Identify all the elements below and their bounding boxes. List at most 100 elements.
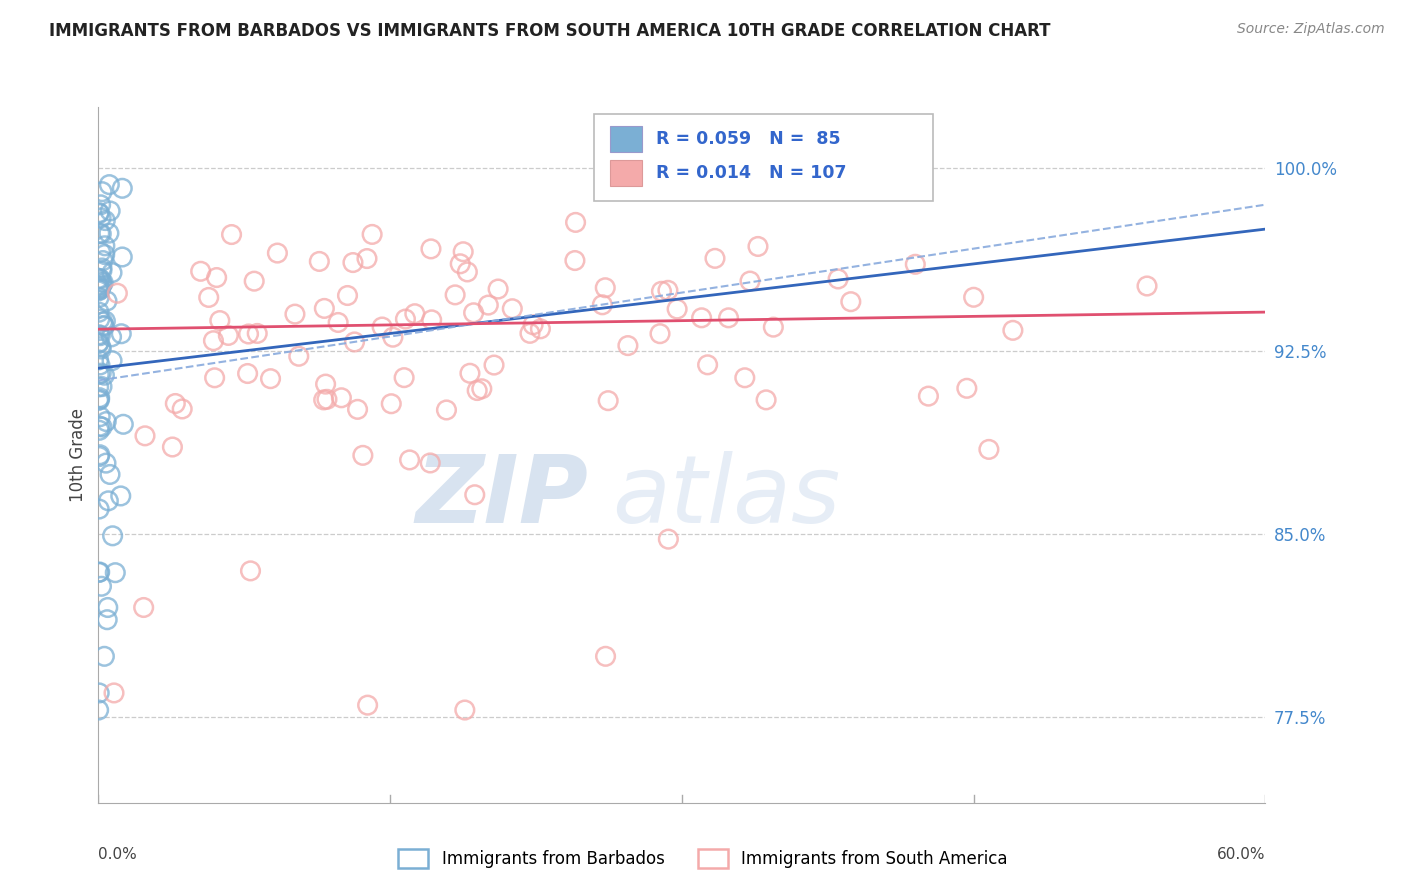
- Point: [101, 529, 124, 543]
- Point: [91, 277, 114, 292]
- Point: [205, 270, 228, 285]
- Point: [356, 252, 378, 266]
- Point: [371, 320, 394, 334]
- Point: [112, 417, 135, 432]
- Legend: Immigrants from Barbados, Immigrants from South America: Immigrants from Barbados, Immigrants fro…: [392, 842, 1014, 875]
- Point: [246, 326, 269, 341]
- Point: [977, 442, 1000, 457]
- Point: [717, 310, 740, 325]
- Point: [87, 380, 110, 394]
- Point: [449, 257, 471, 271]
- Point: [361, 227, 384, 242]
- Point: [336, 288, 359, 302]
- Text: IMMIGRANTS FROM BARBADOS VS IMMIGRANTS FROM SOUTH AMERICA 10TH GRADE CORRELATION: IMMIGRANTS FROM BARBADOS VS IMMIGRANTS F…: [49, 22, 1050, 40]
- Point: [89, 312, 111, 326]
- Point: [110, 326, 132, 341]
- Point: [89, 450, 111, 464]
- Point: [93, 319, 115, 334]
- Point: [90, 579, 112, 593]
- Point: [284, 307, 307, 321]
- Point: [98, 467, 121, 482]
- Point: [522, 318, 544, 332]
- Point: [87, 291, 110, 305]
- Point: [91, 276, 114, 290]
- Point: [482, 358, 505, 372]
- Text: ZIP: ZIP: [416, 450, 589, 542]
- Point: [238, 326, 260, 341]
- Point: [486, 282, 509, 296]
- Point: [827, 272, 849, 286]
- Point: [239, 564, 262, 578]
- Point: [90, 264, 112, 278]
- Text: 0.0%: 0.0%: [98, 847, 138, 862]
- Point: [90, 342, 112, 356]
- Point: [529, 322, 551, 336]
- Point: [89, 423, 111, 437]
- Text: 60.0%: 60.0%: [1218, 847, 1265, 862]
- Point: [87, 282, 110, 296]
- Point: [91, 315, 114, 329]
- Point: [104, 566, 127, 580]
- Point: [89, 391, 111, 405]
- Text: R = 0.059   N =  85: R = 0.059 N = 85: [657, 130, 841, 148]
- Point: [91, 420, 114, 434]
- Point: [657, 283, 679, 297]
- Point: [356, 698, 378, 713]
- Text: Source: ZipAtlas.com: Source: ZipAtlas.com: [1237, 22, 1385, 37]
- Point: [87, 205, 110, 219]
- Point: [690, 310, 713, 325]
- Point: [392, 370, 415, 384]
- Point: [100, 330, 122, 344]
- Point: [105, 286, 128, 301]
- Point: [734, 371, 756, 385]
- Point: [98, 178, 121, 192]
- Point: [89, 328, 111, 343]
- Point: [456, 265, 478, 279]
- Point: [93, 318, 115, 333]
- Point: [342, 255, 364, 269]
- Point: [89, 368, 111, 382]
- Point: [89, 206, 111, 220]
- Point: [89, 281, 111, 295]
- Point: [89, 227, 111, 241]
- Point: [103, 686, 125, 700]
- Point: [111, 250, 134, 264]
- Point: [436, 403, 458, 417]
- Point: [96, 415, 118, 429]
- Point: [87, 566, 110, 580]
- Point: [162, 440, 184, 454]
- Point: [839, 294, 862, 309]
- Point: [962, 290, 984, 304]
- Point: [89, 419, 111, 434]
- Point: [89, 448, 111, 462]
- Point: [648, 326, 671, 341]
- Point: [464, 488, 486, 502]
- Point: [87, 353, 110, 368]
- Point: [97, 493, 120, 508]
- Point: [87, 335, 110, 350]
- Point: [172, 401, 194, 416]
- Text: atlas: atlas: [612, 451, 841, 542]
- Point: [87, 703, 110, 717]
- Bar: [610, 160, 643, 186]
- Point: [96, 613, 118, 627]
- Point: [956, 381, 979, 395]
- Point: [419, 456, 441, 470]
- Point: [458, 366, 481, 380]
- Text: R = 0.014   N = 107: R = 0.014 N = 107: [657, 164, 846, 182]
- Point: [444, 288, 467, 302]
- Point: [111, 181, 134, 195]
- Point: [217, 328, 239, 343]
- Point: [87, 336, 110, 351]
- Point: [90, 340, 112, 354]
- Point: [90, 274, 112, 288]
- Point: [87, 284, 110, 298]
- Point: [454, 703, 477, 717]
- Point: [346, 402, 368, 417]
- Point: [165, 396, 187, 410]
- Point: [330, 391, 353, 405]
- Point: [236, 367, 259, 381]
- Point: [747, 239, 769, 253]
- Point: [87, 271, 110, 285]
- Point: [90, 227, 112, 241]
